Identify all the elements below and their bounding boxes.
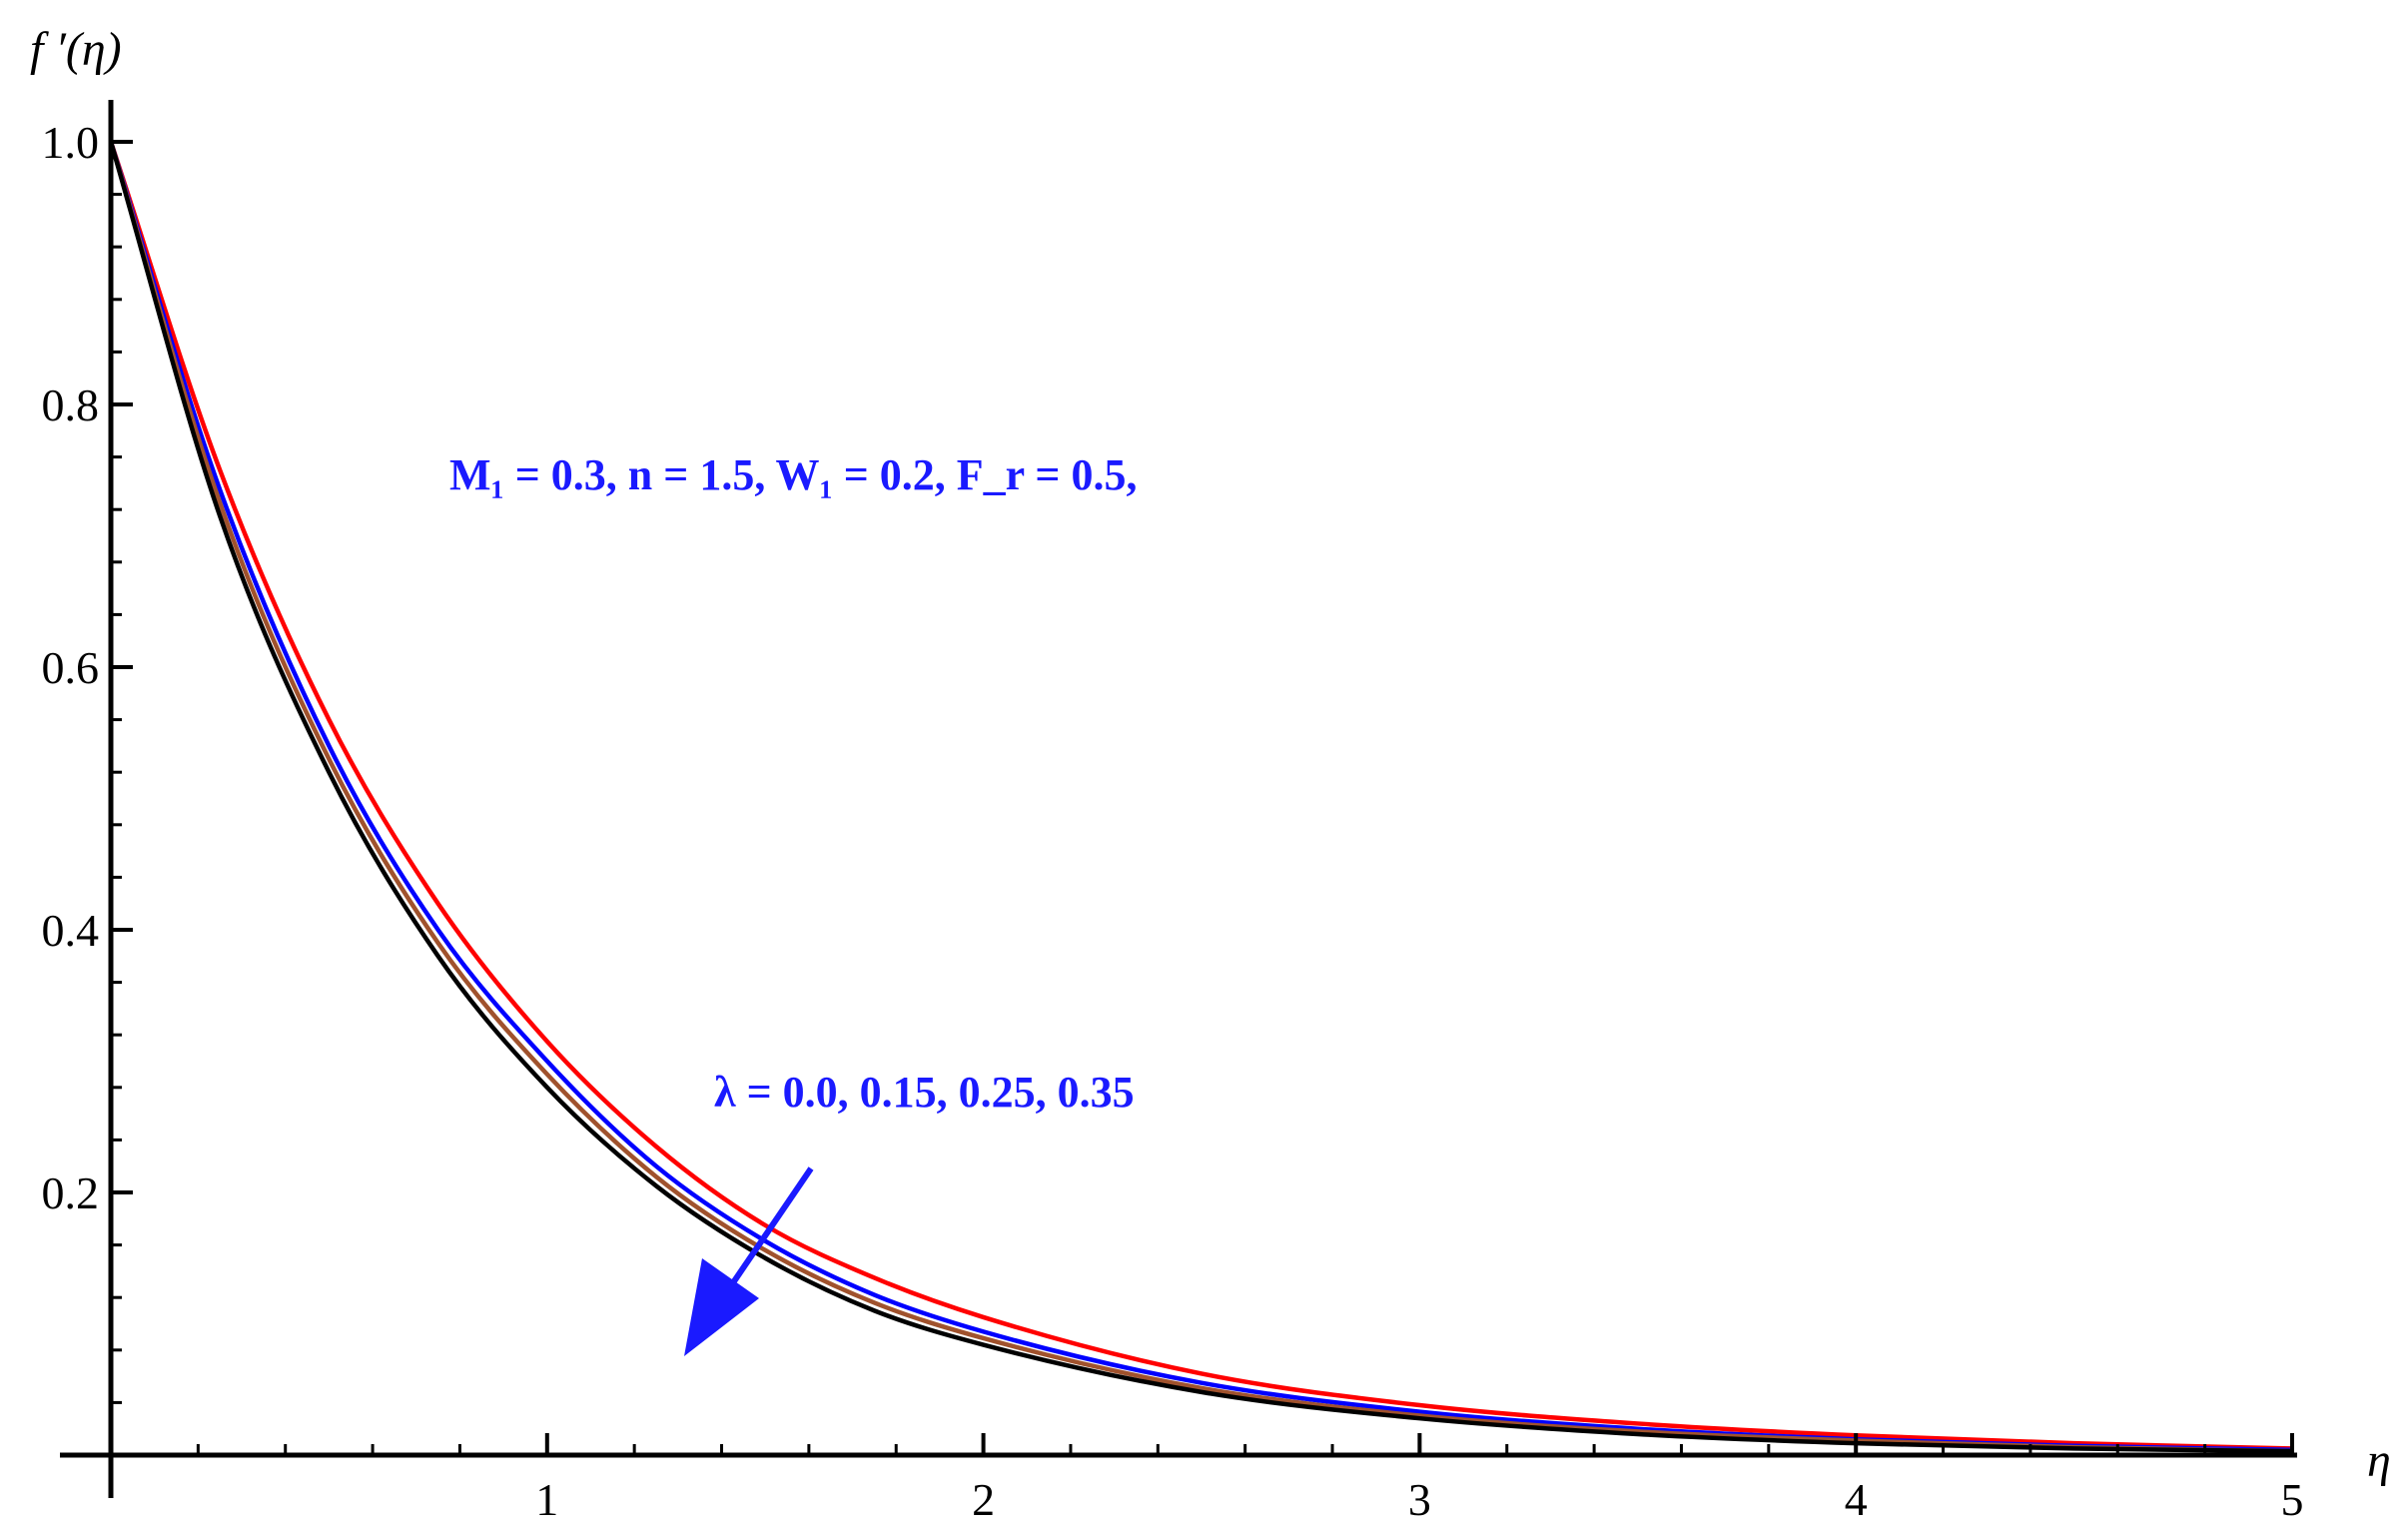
series-line-3 [108,141,2293,1454]
x-tick-label: 3 [1408,1474,1431,1525]
x-tick-label: 5 [2281,1474,2304,1525]
y-tick-label: 0.2 [42,1167,100,1218]
arrow-head [684,1258,759,1356]
series-line-1 [108,141,2293,1451]
ticks-layer: 1 2 3 4 5 0.2 0.4 0.6 0.8 1.0 [42,117,2304,1525]
y-tick-label: 1.0 [42,117,100,168]
x-tick-label: 1 [535,1474,558,1525]
y-tick-label: 0.8 [42,380,100,430]
y-tick-label: 0.4 [42,905,100,956]
x-tick-label: 2 [972,1474,995,1525]
series-line-4 [108,141,2293,1454]
x-axis-title: η [2367,1434,2391,1487]
y-axis-title: f ′(η) [30,23,122,76]
params-annotation: M₁ = 0.3, n = 1.5, W₁ = 0.2, F_r = 0.5, [449,450,1138,499]
trend-arrow [684,1166,814,1356]
axes-layer [60,100,2297,1498]
y-tick-label: 0.6 [42,642,100,693]
lambda-annotation: λ = 0.0, 0.15, 0.25, 0.35 [714,1068,1135,1117]
arrow-shaft [731,1166,814,1283]
x-tick-label: 4 [1845,1474,1868,1525]
series-layer [108,141,2293,1454]
series-line-2 [108,141,2293,1452]
